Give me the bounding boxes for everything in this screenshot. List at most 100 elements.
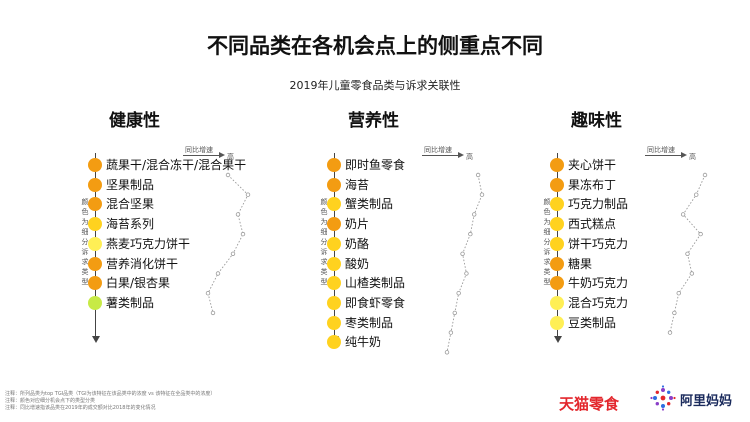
growth-point	[444, 350, 450, 355]
growth-point	[210, 310, 216, 316]
growth-point	[672, 310, 677, 316]
growth-point	[475, 172, 481, 178]
category-label: 果冻布丁	[568, 177, 617, 192]
category-dot	[550, 217, 564, 232]
category-dot	[327, 315, 341, 330]
category-label: 薯类制品	[106, 295, 155, 310]
category-label: 奶片	[345, 217, 370, 232]
tmall-snacks-logo: 天猫零食	[559, 395, 620, 413]
category-dot	[88, 276, 102, 291]
growth-point	[702, 172, 708, 178]
category-dot	[550, 315, 564, 330]
side-label: 颜色为细分诉求类型	[543, 198, 551, 286]
growth-point	[448, 330, 454, 335]
category-label: 营养消化饼干	[106, 256, 179, 271]
category-dot	[88, 158, 102, 172]
category-label: 蔬果干/混合冻干/混合果干	[106, 158, 247, 172]
alimama-wordmark: 阿里妈妈	[680, 394, 733, 409]
category-dot	[327, 335, 341, 350]
growth-point	[460, 251, 465, 256]
rank-axis-arrow-icon	[91, 336, 100, 343]
category-dot	[327, 236, 341, 251]
category-dot	[550, 177, 564, 192]
category-label: 奶酪	[345, 236, 370, 251]
side-label: 颜色为细分诉求类型	[320, 198, 328, 286]
category-label: 海苔	[345, 177, 370, 192]
growth-point	[245, 192, 251, 197]
rank-axis-arrow-icon	[553, 336, 562, 343]
category-dot	[550, 236, 564, 251]
category-dot	[327, 197, 341, 212]
growth-point	[694, 192, 699, 197]
footnote: 注释：所列品类为top TGI品类（TGI为该特征在该品类中的浓度 vs 该特征…	[5, 391, 216, 397]
growth-axis-high-label: 高	[227, 153, 234, 161]
category-dot	[88, 256, 102, 271]
growth-axis-high-label: 高	[466, 153, 473, 161]
category-dot	[550, 295, 564, 310]
side-label: 颜色为细分诉求类型	[81, 198, 89, 286]
category-dot	[327, 256, 341, 271]
growth-axis-title: 同比增速	[185, 146, 213, 154]
growth-point	[676, 291, 681, 296]
growth-point	[680, 212, 686, 217]
growth-point	[479, 192, 485, 197]
category-label: 燕麦巧克力饼干	[106, 236, 191, 251]
chart-subtitle: 2019年儿童零食品类与诉求关联性	[289, 79, 461, 92]
category-label: 豆类制品	[568, 315, 617, 330]
category-label: 混合坚果	[106, 197, 155, 212]
footnotes: 注释：所列品类为top TGI品类（TGI为该特征在该品类中的浓度 vs 该特征…	[5, 391, 215, 412]
panel-heading: 趣味性	[571, 111, 622, 131]
growth-series-line	[207, 174, 249, 314]
growth-point	[464, 271, 469, 276]
alimama-logo: 阿里妈妈	[650, 384, 740, 412]
page-title: 不同品类在各机会点上的侧重点不同	[207, 34, 543, 58]
category-label: 饼干巧克力	[568, 236, 629, 251]
category-dot	[88, 236, 102, 251]
growth-point	[468, 231, 473, 237]
category-label: 糖果	[568, 256, 593, 271]
category-label: 海苔系列	[106, 217, 155, 232]
growth-point	[667, 330, 673, 335]
footnote: 注释：颜色对应细分机会点下的类型分类	[5, 398, 96, 404]
category-label: 巧克力制品	[568, 197, 629, 212]
panel-heading: 健康性	[109, 111, 160, 131]
growth-axis-arrow-icon	[219, 152, 225, 158]
category-label: 混合巧克力	[568, 295, 629, 310]
category-dot	[550, 256, 564, 271]
panel-heading: 营养性	[348, 111, 399, 131]
category-label: 西式糕点	[568, 217, 617, 232]
category-label: 白果/银杏果	[106, 276, 171, 291]
growth-point	[472, 212, 477, 217]
growth-point	[456, 291, 461, 296]
growth-point	[452, 310, 457, 316]
category-label: 枣类制品	[345, 315, 394, 330]
growth-axis	[645, 155, 682, 156]
growth-point	[215, 271, 221, 276]
growth-axis	[183, 155, 220, 156]
growth-point	[240, 231, 246, 237]
growth-point	[235, 212, 241, 217]
growth-series-line	[446, 174, 483, 353]
footnote: 注释：同比增速指该品类在2019年的成交额对比2018年的变化情况	[5, 405, 156, 411]
category-label: 酸奶	[345, 256, 370, 271]
growth-point	[205, 291, 211, 296]
growth-point	[225, 172, 231, 178]
growth-axis-high-label: 高	[689, 153, 696, 161]
growth-point	[689, 271, 695, 276]
category-label: 蟹类制品	[345, 197, 394, 212]
category-dot	[550, 276, 564, 291]
category-dot	[550, 158, 564, 172]
category-label: 即食虾零食	[345, 295, 406, 310]
category-dot	[88, 197, 102, 212]
growth-axis	[422, 155, 459, 156]
category-label: 坚果制品	[106, 177, 155, 192]
category-dot	[88, 217, 102, 232]
category-dot	[327, 295, 341, 310]
growth-point	[698, 231, 703, 237]
category-dot	[327, 276, 341, 291]
category-dot	[327, 217, 341, 232]
category-label: 山楂类制品	[345, 276, 406, 291]
